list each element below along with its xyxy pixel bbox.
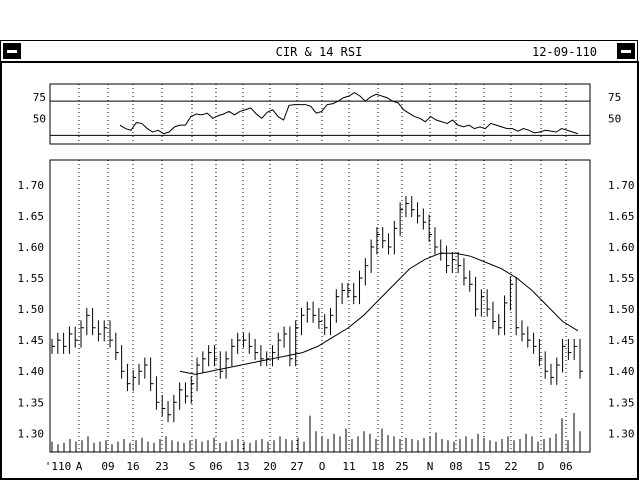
price-tick-label-right: 1.50 xyxy=(608,303,635,316)
price-tick-label-right: 1.35 xyxy=(608,396,635,409)
x-tick-label: 08 xyxy=(449,460,462,473)
rsi-line xyxy=(119,91,579,135)
price-tick-label: 1.40 xyxy=(18,365,45,378)
price-tick-label: 1.35 xyxy=(18,396,45,409)
x-tick-label: S xyxy=(189,460,196,473)
price-tick-label: 1.55 xyxy=(18,272,45,285)
price-tick-label: 1.60 xyxy=(18,241,45,254)
minimize-icon[interactable] xyxy=(3,43,21,59)
price-tick-label-right: 1.70 xyxy=(608,179,635,192)
x-tick-label: 06 xyxy=(559,460,572,473)
minimize-icon[interactable] xyxy=(617,43,635,59)
x-tick-label: 22 xyxy=(504,460,517,473)
x-tick-label: 06 xyxy=(209,460,222,473)
price-tick-label: 1.30 xyxy=(18,427,45,440)
price-tick-label-right: 1.40 xyxy=(608,365,635,378)
x-tick-label: A xyxy=(76,460,83,473)
price-tick-label-right: 1.60 xyxy=(608,241,635,254)
price-panel-border xyxy=(49,159,591,453)
x-tick-label: 18 xyxy=(371,460,384,473)
price-tick-label: 1.65 xyxy=(18,210,45,223)
moving-average-line xyxy=(179,252,579,375)
price-tick-label-right: 1.65 xyxy=(608,210,635,223)
x-tick-label: 11 xyxy=(342,460,355,473)
price-tick-label: 1.50 xyxy=(18,303,45,316)
x-tick-label: 16 xyxy=(126,460,139,473)
rsi-tick-label-right: 75 xyxy=(608,91,621,104)
x-tick-label: '110 xyxy=(45,460,72,473)
x-tick-label: 13 xyxy=(236,460,249,473)
rsi-panel-border xyxy=(49,83,591,145)
x-tick-label: 09 xyxy=(101,460,114,473)
rsi-tick-label-right: 50 xyxy=(608,112,621,125)
x-tick-label: O xyxy=(319,460,326,473)
window-border xyxy=(0,61,639,480)
price-tick-label-right: 1.30 xyxy=(608,427,635,440)
x-tick-label: 23 xyxy=(155,460,168,473)
price-tick-label: 1.70 xyxy=(18,179,45,192)
window-title: CIR & 14 RSI xyxy=(275,45,363,59)
x-tick-label: 27 xyxy=(290,460,303,473)
x-tick-label: D xyxy=(538,460,545,473)
x-tick-label: 25 xyxy=(395,460,408,473)
x-tick-label: N xyxy=(427,460,434,473)
rsi-tick-label: 75 xyxy=(33,91,46,104)
price-tick-label: 1.45 xyxy=(18,334,45,347)
rsi-tick-label: 50 xyxy=(33,112,46,125)
price-tick-label-right: 1.45 xyxy=(608,334,635,347)
price-tick-label-right: 1.55 xyxy=(608,272,635,285)
window-date: 12-09-110 xyxy=(531,45,597,59)
x-tick-label: 15 xyxy=(477,460,490,473)
x-tick-label: 20 xyxy=(263,460,276,473)
